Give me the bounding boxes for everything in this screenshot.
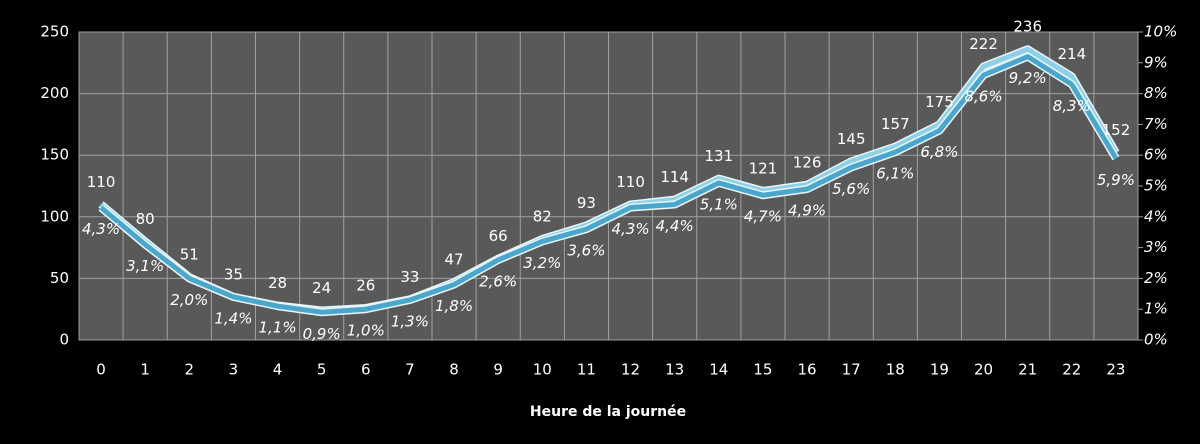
data-label: 66 — [489, 227, 508, 245]
data-label: 4,9% — [788, 202, 826, 220]
data-label: 131 — [704, 147, 733, 165]
data-label: 9,2% — [1009, 69, 1047, 87]
data-label: 114 — [660, 168, 689, 186]
y2-tick-label: 8% — [1144, 84, 1168, 102]
data-label: 5,1% — [700, 195, 738, 213]
data-label: 6,1% — [876, 165, 914, 183]
x-tick-label: 21 — [1018, 361, 1037, 379]
x-tick-label: 8 — [449, 361, 459, 379]
data-label: 1,4% — [214, 309, 252, 327]
data-label: 222 — [969, 35, 998, 53]
data-label: 5,6% — [832, 180, 870, 198]
line — [99, 54, 1119, 315]
x-tick-label: 13 — [665, 361, 684, 379]
data-label: 33 — [400, 268, 419, 286]
y2-tick-label: 3% — [1144, 238, 1168, 256]
y-tick-label: 200 — [40, 84, 69, 102]
y2-tick-label: 0% — [1144, 331, 1168, 349]
data-label: 6,8% — [920, 143, 958, 161]
x-tick-label: 15 — [753, 361, 772, 379]
x-tick-label: 11 — [577, 361, 596, 379]
data-label: 47 — [445, 251, 464, 269]
data-label: 2,6% — [479, 272, 517, 290]
y-tick-label: 50 — [50, 269, 69, 287]
data-label: 3,1% — [126, 257, 164, 275]
y2-tick-label: 9% — [1144, 53, 1168, 71]
data-label: 26 — [356, 276, 375, 294]
y-tick-label: 0 — [59, 331, 69, 349]
data-label: 145 — [837, 130, 866, 148]
data-label: 121 — [749, 159, 778, 177]
y-tick-label: 150 — [40, 146, 69, 164]
x-tick-label: 19 — [930, 361, 949, 379]
x-tick-label: 3 — [229, 361, 239, 379]
y2-tick-label: 10% — [1144, 23, 1177, 41]
data-label: 157 — [881, 115, 910, 133]
data-label: 4,4% — [656, 217, 694, 235]
data-label: 1,8% — [435, 297, 473, 315]
data-label: 110 — [87, 173, 116, 191]
x-axis-title: Heure de la journée — [530, 404, 686, 420]
y2-tick-label: 6% — [1144, 146, 1168, 164]
data-label: 4,7% — [744, 208, 782, 226]
plot-border — [78, 31, 1139, 341]
x-tick-label: 20 — [974, 361, 993, 379]
x-tick-label: 22 — [1062, 361, 1081, 379]
data-label: 28 — [268, 274, 287, 292]
x-tick-label: 7 — [405, 361, 415, 379]
data-label: 4,3% — [612, 220, 650, 238]
x-tick-label: 10 — [533, 361, 552, 379]
x-tick-label: 0 — [96, 361, 106, 379]
data-label: 8,6% — [965, 88, 1003, 106]
data-label: 236 — [1013, 18, 1042, 36]
data-label: 35 — [224, 265, 243, 283]
y2-tick-label: 7% — [1144, 115, 1168, 133]
data-label: 80 — [136, 210, 155, 228]
y2-tick-label: 4% — [1144, 207, 1168, 225]
data-label: 175 — [925, 93, 954, 111]
x-tick-label: 17 — [842, 361, 861, 379]
data-label: 0,9% — [303, 325, 341, 343]
data-label: 2,0% — [170, 291, 208, 309]
x-tick-label: 6 — [361, 361, 371, 379]
y2-tick-label: 1% — [1144, 300, 1168, 318]
data-label: 214 — [1057, 45, 1086, 63]
data-label: 152 — [1102, 121, 1131, 139]
y2-tick-label: 2% — [1144, 269, 1168, 287]
data-label: 51 — [180, 246, 199, 264]
data-label: 24 — [312, 279, 331, 297]
x-tick-label: 4 — [273, 361, 283, 379]
x-tick-label: 9 — [493, 361, 503, 379]
x-tick-label: 14 — [709, 361, 728, 379]
x-tick-label: 1 — [140, 361, 150, 379]
data-label: 126 — [793, 153, 822, 171]
data-label: 3,6% — [567, 242, 605, 260]
data-label: 3,2% — [523, 254, 561, 272]
data-label: 82 — [533, 207, 552, 225]
data-label: 1,3% — [391, 312, 429, 330]
x-tick-label: 12 — [621, 361, 640, 379]
data-label: 1,1% — [259, 319, 297, 337]
x-tick-label: 2 — [185, 361, 195, 379]
x-tick-label: 23 — [1106, 361, 1125, 379]
data-label: 4,3% — [82, 220, 120, 238]
y-tick-label: 250 — [40, 23, 69, 41]
data-label: 5,9% — [1097, 171, 1135, 189]
y-tick-label: 100 — [40, 207, 69, 225]
x-tick-label: 16 — [798, 361, 817, 379]
y2-tick-label: 5% — [1144, 177, 1168, 195]
x-tick-label: 18 — [886, 361, 905, 379]
data-label: 1,0% — [347, 322, 385, 340]
data-label: 8,3% — [1053, 97, 1091, 115]
data-label: 110 — [616, 173, 645, 191]
data-label: 93 — [577, 194, 596, 212]
x-tick-label: 5 — [317, 361, 327, 379]
